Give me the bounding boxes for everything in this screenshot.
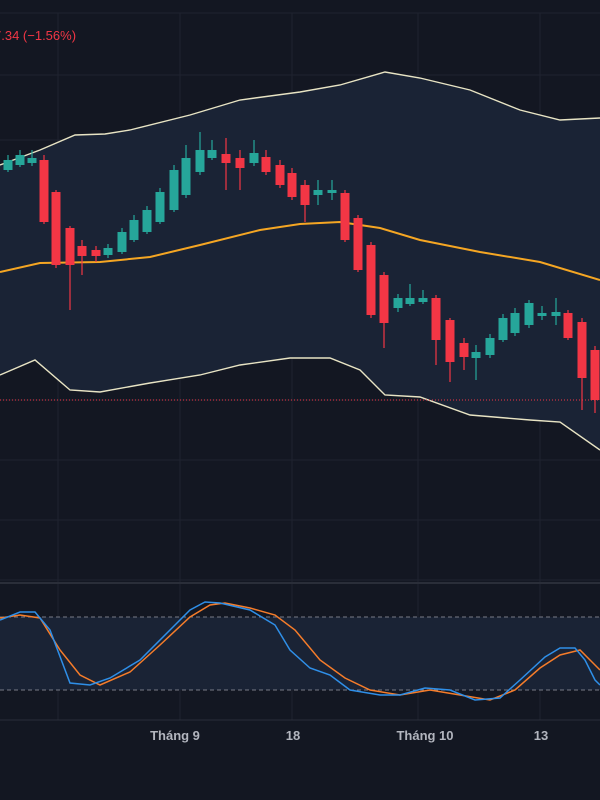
candle-body xyxy=(195,150,205,172)
candle-body xyxy=(207,150,217,158)
candle-body xyxy=(221,154,231,163)
price-change: 7.34 (−1.56%) xyxy=(0,28,76,43)
bollinger-upper xyxy=(0,71,600,166)
candle-body xyxy=(51,192,61,265)
candle-body xyxy=(366,245,376,315)
candle-body xyxy=(379,275,389,323)
candles xyxy=(3,132,600,413)
candle-body xyxy=(249,153,259,163)
candle-body xyxy=(91,250,101,256)
time-label: 13 xyxy=(534,728,548,743)
candle-body xyxy=(287,173,297,197)
candle-body xyxy=(471,352,481,358)
candle-body xyxy=(340,193,350,240)
candle-body xyxy=(15,155,25,165)
candle-body xyxy=(155,192,165,222)
candle-body xyxy=(261,157,271,172)
candle-body xyxy=(590,350,600,400)
candle-body xyxy=(103,248,113,255)
oscillator-k xyxy=(0,601,600,701)
candle-body xyxy=(524,303,534,325)
candle-body xyxy=(313,190,323,195)
candle-body xyxy=(27,158,37,163)
candle-body xyxy=(77,246,87,256)
candle-body xyxy=(129,220,139,240)
candle-body xyxy=(485,338,495,355)
bollinger-basis xyxy=(0,220,600,281)
candle-body xyxy=(551,312,561,316)
candle-body xyxy=(275,165,285,185)
candle-body xyxy=(459,343,469,357)
candle-body xyxy=(498,318,508,340)
candle-body xyxy=(418,298,428,302)
candle-body xyxy=(300,185,310,205)
candle-body xyxy=(445,320,455,362)
candle-body xyxy=(235,158,245,168)
candle-body xyxy=(577,322,587,378)
candle-body xyxy=(510,313,520,333)
oscillator-signal xyxy=(0,602,600,701)
oscillator-band xyxy=(0,617,600,690)
time-label: 18 xyxy=(286,728,300,743)
bollinger-lower xyxy=(0,357,600,451)
candle-body xyxy=(431,298,441,340)
candle-body xyxy=(405,298,415,304)
candle-body xyxy=(181,158,191,195)
candle-body xyxy=(353,218,363,270)
candle-body xyxy=(537,313,547,316)
candle-body xyxy=(563,313,573,338)
candle-body xyxy=(3,160,13,170)
candle-body xyxy=(117,232,127,252)
time-label: Tháng 10 xyxy=(396,728,453,743)
candle-body xyxy=(327,190,337,193)
time-label: Tháng 9 xyxy=(150,728,200,743)
candle-body xyxy=(142,210,152,232)
candle-body xyxy=(169,170,179,210)
candle-body xyxy=(65,228,75,265)
candle-body xyxy=(39,160,49,222)
candle-body xyxy=(393,298,403,308)
